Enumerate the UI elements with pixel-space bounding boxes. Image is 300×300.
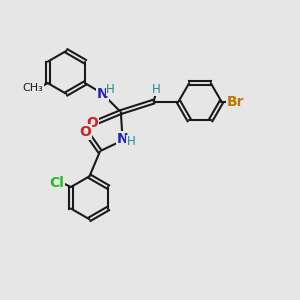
Text: H: H [152,82,161,96]
Text: H: H [127,135,136,148]
Text: CH₃: CH₃ [22,82,43,93]
Text: N: N [116,132,128,146]
Text: O: O [86,116,98,130]
Text: Cl: Cl [49,176,64,190]
Text: Br: Br [226,94,244,109]
Text: H: H [106,82,115,96]
Text: N: N [97,87,108,100]
Text: O: O [80,125,92,139]
